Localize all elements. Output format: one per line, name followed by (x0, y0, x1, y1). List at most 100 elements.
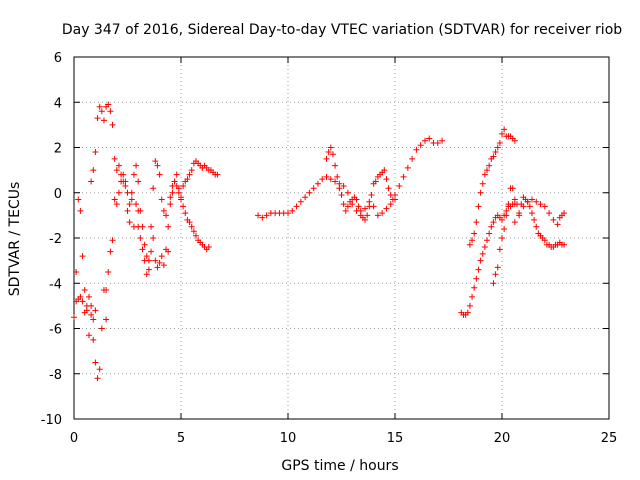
data-point (184, 176, 191, 183)
data-point (531, 216, 538, 223)
data-point (561, 210, 568, 217)
data-point (374, 212, 381, 219)
data-point (156, 171, 163, 178)
data-point (169, 189, 176, 196)
data-point (404, 164, 411, 171)
data-point (505, 201, 512, 208)
data-point (77, 207, 84, 214)
data-point (466, 302, 473, 309)
data-point (520, 203, 527, 210)
data-point (561, 241, 568, 248)
tick-labels: 0 5 10 15 20 25 -10 -8 -6 -4 -2 0 2 4 6 (41, 51, 618, 446)
data-point (344, 203, 351, 210)
data-point (392, 192, 398, 199)
data-point (88, 311, 95, 318)
data-point (469, 293, 476, 300)
data-point (83, 302, 90, 309)
data-point (85, 293, 92, 300)
data-point (314, 180, 321, 187)
x-tick-label: 10 (280, 431, 297, 446)
data-point (165, 223, 172, 230)
data-point (383, 205, 390, 212)
data-point (289, 207, 296, 214)
data-point (364, 212, 371, 219)
x-tick-label: 20 (494, 431, 511, 446)
data-point (550, 216, 557, 223)
data-point (492, 149, 499, 156)
data-point (150, 235, 157, 241)
data-point (165, 248, 172, 255)
data-point (372, 178, 379, 185)
data-point (475, 266, 482, 273)
data-point (188, 223, 195, 230)
data-point (141, 241, 148, 248)
data-point (120, 171, 127, 178)
data-point (357, 207, 364, 214)
series-track-j (458, 201, 518, 318)
data-point (499, 130, 505, 137)
data-point (158, 253, 165, 260)
data-point (501, 126, 508, 133)
data-point (499, 235, 505, 241)
data-point (473, 275, 480, 282)
data-point (167, 201, 174, 208)
data-point (103, 287, 110, 294)
data-point (105, 101, 112, 108)
data-point (259, 214, 266, 221)
data-point (387, 201, 394, 208)
data-point (113, 201, 120, 208)
data-point (297, 198, 304, 205)
data-point (342, 207, 349, 214)
data-point (526, 203, 533, 210)
data-point (139, 246, 146, 253)
data-point (109, 121, 116, 128)
data-point (466, 241, 473, 248)
data-point (75, 196, 82, 203)
data-point (96, 366, 103, 373)
data-point (528, 196, 535, 203)
y-tick-label: -10 (41, 413, 62, 428)
data-point (90, 167, 97, 174)
data-point (152, 257, 159, 264)
data-point (150, 185, 157, 192)
data-point (488, 223, 495, 230)
data-point (126, 219, 133, 226)
data-point (501, 225, 508, 232)
data-point (332, 178, 339, 185)
data-point (263, 212, 270, 219)
data-point (477, 189, 484, 196)
data-point (98, 325, 105, 332)
data-point (484, 167, 491, 174)
data-point (490, 219, 497, 226)
data-point (471, 230, 478, 237)
series-track-h (323, 144, 398, 223)
data-point (79, 253, 86, 260)
chart-title: Day 347 of 2016, Sidereal Day-to-day VTE… (62, 22, 622, 38)
data-point (471, 284, 478, 291)
data-point (160, 207, 167, 214)
data-point (323, 155, 330, 162)
data-point (494, 144, 501, 151)
data-point (115, 189, 122, 196)
data-point (73, 268, 80, 275)
data-point (148, 248, 155, 255)
data-point (143, 253, 150, 260)
data-point (490, 153, 497, 160)
data-point (130, 171, 137, 178)
series-track-k (466, 126, 518, 248)
data-point (486, 230, 493, 237)
y-tick-label: 0 (54, 187, 62, 202)
data-point (417, 142, 424, 149)
data-point (98, 108, 105, 115)
data-point (469, 237, 476, 244)
data-point (103, 316, 110, 323)
y-tick-label: 6 (54, 51, 62, 66)
data-point (319, 176, 326, 183)
data-point (124, 207, 131, 214)
data-point (332, 162, 339, 169)
data-point (100, 117, 107, 124)
data-point (344, 189, 351, 196)
data-point (533, 198, 540, 205)
series-track-g (255, 173, 398, 221)
data-point (310, 185, 317, 192)
